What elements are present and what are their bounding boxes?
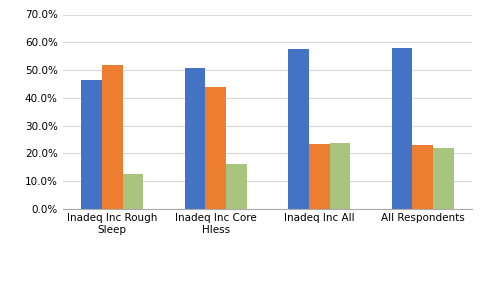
Bar xyxy=(330,143,350,209)
Bar xyxy=(205,87,226,209)
Bar xyxy=(81,80,102,209)
Bar xyxy=(226,164,247,209)
Bar xyxy=(309,144,330,209)
Bar xyxy=(433,148,454,209)
Bar xyxy=(185,68,205,209)
Bar xyxy=(288,49,309,209)
Bar xyxy=(102,65,122,209)
Bar xyxy=(122,174,143,209)
Bar xyxy=(392,48,413,209)
Bar xyxy=(413,145,433,209)
